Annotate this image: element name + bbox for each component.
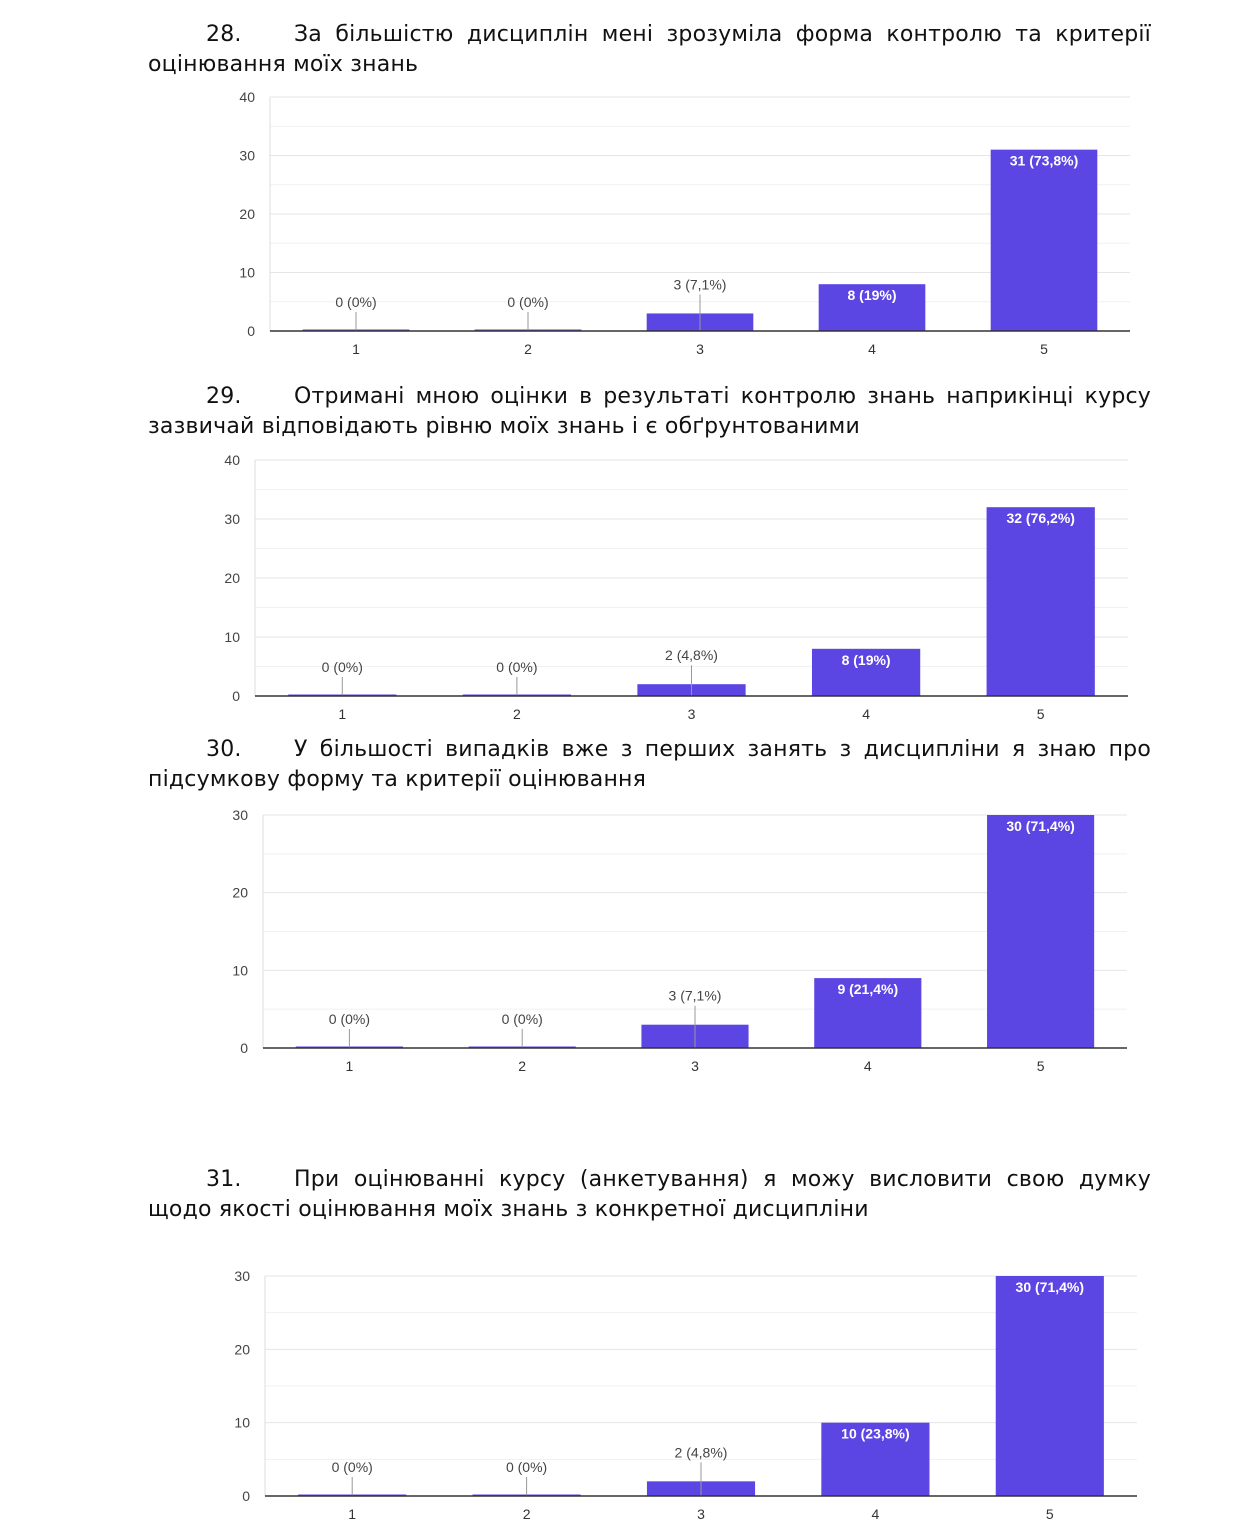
y-tick-label: 20	[239, 206, 255, 222]
x-tick-label: 3	[696, 341, 704, 357]
bar-4	[814, 978, 922, 1048]
bar-chart-svg: 0 10 20 30 0 (0%) 1 0 (0%) 2 3 (7,1%) 3 9 (21,4%) 4…	[232, 807, 1127, 1074]
x-tick-label: 5	[1037, 1058, 1045, 1074]
x-tick-label: 4	[864, 1058, 872, 1074]
x-tick-label: 3	[691, 1058, 699, 1074]
y-tick-label: 30	[234, 1268, 250, 1284]
data-label: 0 (0%)	[335, 294, 376, 310]
bar-chart-svg: 0 10 20 30 40 0 (0%) 1 0 (0%) 2 2 (4,8%) 3 8 (19%) 4…	[224, 452, 1128, 722]
question-text: У більшості випадків вже з перших занять…	[148, 737, 1151, 792]
data-label: 0 (0%)	[506, 1459, 547, 1475]
data-label: 8 (19%)	[847, 287, 896, 303]
y-tick-label: 20	[224, 570, 240, 586]
y-tick-label: 10	[224, 629, 240, 645]
x-tick-label: 1	[338, 706, 346, 722]
x-tick-label: 5	[1037, 706, 1045, 722]
x-tick-label: 4	[872, 1506, 880, 1522]
y-tick-label: 20	[232, 885, 248, 901]
y-tick-label: 30	[232, 807, 248, 823]
question-31: 31. При оцінюванні курсу (анкетування) я …	[148, 1165, 1151, 1225]
data-label: 2 (4,8%)	[665, 647, 718, 663]
question-text: При оцінюванні курсу (анкетування) я мож…	[148, 1167, 1151, 1222]
data-label: 0 (0%)	[507, 294, 548, 310]
x-tick-label: 5	[1040, 341, 1048, 357]
x-tick-label: 1	[352, 341, 360, 357]
chart-q29: 0 10 20 30 40 0 (0%) 1 0 (0%) 2 2 (4,8%) 3 8 (19%) 4…	[0, 445, 1241, 730]
data-label: 30 (71,4%)	[1016, 1279, 1084, 1295]
x-tick-label: 5	[1046, 1506, 1054, 1522]
data-label: 9 (21,4%)	[837, 981, 898, 997]
bar-chart-svg: 0 10 20 30 40 0 (0%) 1 0 (0%) 2 3 (7,1%) 3 8 (19%) 4…	[239, 89, 1130, 357]
x-tick-label: 2	[524, 341, 532, 357]
bar-5	[990, 149, 1098, 331]
x-tick-label: 2	[523, 1506, 531, 1522]
y-tick-label: 20	[234, 1341, 250, 1357]
data-label: 3 (7,1%)	[674, 276, 727, 292]
question-28: 28. За більшістю дисциплін мені зрозуміла…	[148, 20, 1151, 80]
chart-q28: 0 10 20 30 40 0 (0%) 1 0 (0%) 2 3 (7,1%) 3 8 (19%) 4…	[0, 85, 1241, 365]
x-tick-label: 1	[346, 1058, 354, 1074]
x-tick-label: 3	[688, 706, 696, 722]
question-text: За більшістю дисциплін мені зрозуміла фо…	[148, 22, 1151, 77]
y-tick-label: 30	[224, 511, 240, 527]
question-29: 29. Отримані мною оцінки в результаті кон…	[148, 382, 1151, 442]
y-tick-label: 30	[239, 148, 255, 164]
bar-chart-svg: 0 10 20 30 0 (0%) 1 0 (0%) 2 2 (4,8%) 3 10 (23,8%)…	[234, 1268, 1137, 1522]
y-tick-label: 10	[239, 265, 255, 281]
bar-5	[995, 1276, 1104, 1496]
data-label: 0 (0%)	[329, 1011, 370, 1027]
y-tick-label: 0	[247, 323, 255, 339]
data-label: 30 (71,4%)	[1006, 818, 1074, 834]
data-label: 0 (0%)	[332, 1459, 373, 1475]
x-tick-label: 2	[513, 706, 521, 722]
data-label: 8 (19%)	[842, 652, 891, 668]
data-label: 2 (4,8%)	[675, 1444, 728, 1460]
question-text: Отримані мною оцінки в результаті контро…	[148, 384, 1151, 439]
y-tick-label: 40	[224, 452, 240, 468]
y-tick-label: 0	[242, 1488, 250, 1504]
chart-q30: 0 10 20 30 0 (0%) 1 0 (0%) 2 3 (7,1%) 3 9 (21,4%) 4…	[0, 800, 1241, 1075]
y-tick-label: 0	[232, 688, 240, 704]
bar-4	[811, 648, 921, 696]
x-tick-label: 4	[868, 341, 876, 357]
y-tick-label: 10	[234, 1415, 250, 1431]
data-label: 0 (0%)	[322, 659, 363, 675]
data-label: 10 (23,8%)	[841, 1426, 909, 1442]
bar-4	[818, 284, 926, 331]
question-number: 30.	[206, 737, 242, 762]
chart-q31: 0 10 20 30 0 (0%) 1 0 (0%) 2 2 (4,8%) 3 10 (23,8%)…	[0, 1262, 1241, 1538]
y-tick-label: 10	[232, 962, 248, 978]
question-number: 31.	[206, 1167, 242, 1192]
data-label: 32 (76,2%)	[1006, 510, 1074, 526]
question-number: 28.	[206, 22, 242, 47]
x-tick-label: 3	[697, 1506, 705, 1522]
data-label: 0 (0%)	[502, 1011, 543, 1027]
y-tick-label: 0	[240, 1040, 248, 1056]
data-label: 0 (0%)	[496, 659, 537, 675]
y-tick-label: 40	[239, 89, 255, 105]
question-30: 30. У більшості випадків вже з перших зан…	[148, 735, 1151, 795]
data-label: 3 (7,1%)	[669, 988, 722, 1004]
x-tick-label: 1	[348, 1506, 356, 1522]
data-label: 31 (73,8%)	[1010, 153, 1078, 169]
bar-5	[987, 815, 1095, 1048]
x-tick-label: 2	[518, 1058, 526, 1074]
question-number: 29.	[206, 384, 242, 409]
bar-4	[821, 1422, 930, 1496]
bar-5	[986, 507, 1095, 696]
x-tick-label: 4	[862, 706, 870, 722]
